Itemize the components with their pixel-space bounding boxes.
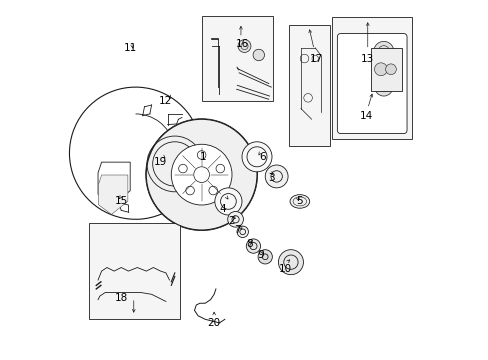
Polygon shape bbox=[98, 175, 128, 215]
Text: 15: 15 bbox=[114, 197, 128, 206]
Circle shape bbox=[258, 249, 272, 264]
Text: 6: 6 bbox=[259, 152, 265, 162]
Text: 7: 7 bbox=[234, 225, 240, 235]
Circle shape bbox=[214, 188, 242, 215]
Circle shape bbox=[238, 40, 250, 53]
Circle shape bbox=[208, 186, 217, 195]
Circle shape bbox=[264, 165, 287, 188]
Circle shape bbox=[373, 41, 393, 62]
Polygon shape bbox=[98, 162, 130, 205]
Circle shape bbox=[253, 49, 264, 61]
Circle shape bbox=[237, 226, 248, 238]
Text: 18: 18 bbox=[114, 293, 128, 303]
Text: 13: 13 bbox=[360, 54, 374, 64]
Circle shape bbox=[185, 186, 194, 195]
Circle shape bbox=[278, 249, 303, 275]
Circle shape bbox=[227, 211, 243, 227]
Text: 12: 12 bbox=[159, 96, 172, 107]
Circle shape bbox=[178, 164, 187, 173]
Text: 10: 10 bbox=[279, 264, 291, 274]
Circle shape bbox=[216, 164, 224, 173]
Text: 4: 4 bbox=[219, 203, 226, 213]
Text: 8: 8 bbox=[246, 239, 253, 249]
Bar bbox=[370, 48, 401, 91]
Text: 19: 19 bbox=[154, 157, 167, 167]
Circle shape bbox=[242, 142, 271, 172]
Ellipse shape bbox=[289, 195, 309, 208]
Text: 14: 14 bbox=[359, 111, 372, 121]
Bar bbox=[288, 24, 329, 146]
Text: 3: 3 bbox=[267, 173, 274, 183]
Text: 1: 1 bbox=[200, 152, 206, 162]
Circle shape bbox=[197, 151, 205, 159]
Circle shape bbox=[374, 78, 392, 96]
Circle shape bbox=[171, 144, 231, 205]
Circle shape bbox=[146, 119, 257, 230]
Text: 2: 2 bbox=[228, 216, 235, 226]
Bar bbox=[89, 223, 180, 319]
Text: 11: 11 bbox=[123, 43, 137, 53]
Bar bbox=[201, 16, 272, 102]
Text: 16: 16 bbox=[236, 39, 249, 49]
Circle shape bbox=[246, 239, 260, 253]
Circle shape bbox=[193, 167, 209, 183]
Text: 5: 5 bbox=[296, 197, 303, 206]
Bar bbox=[331, 18, 411, 139]
Text: 17: 17 bbox=[309, 54, 322, 64]
Text: 20: 20 bbox=[207, 318, 220, 328]
Circle shape bbox=[374, 63, 386, 76]
FancyBboxPatch shape bbox=[337, 33, 406, 134]
Text: 9: 9 bbox=[257, 250, 264, 260]
Circle shape bbox=[385, 64, 395, 75]
